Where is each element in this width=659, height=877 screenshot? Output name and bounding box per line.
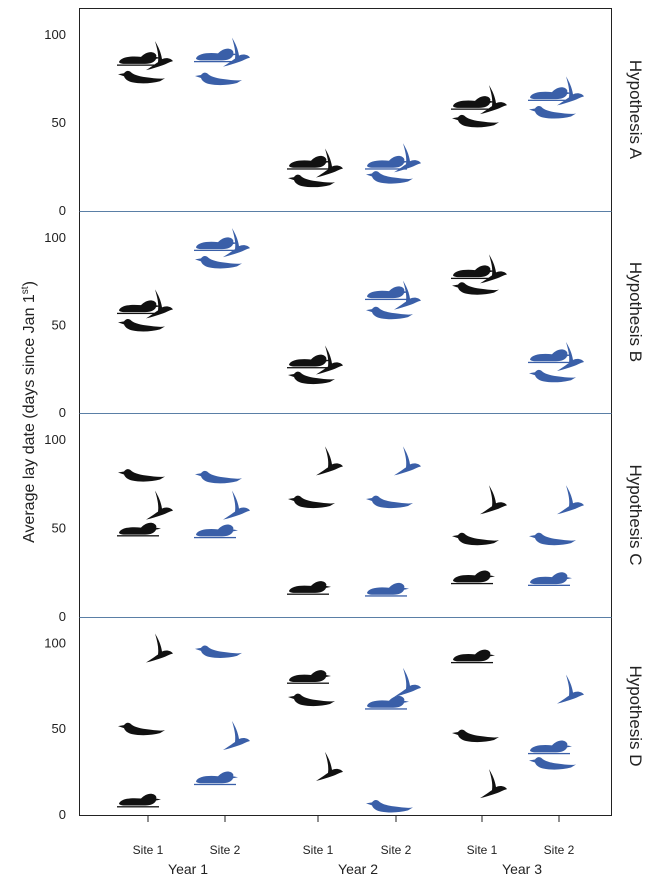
y-tick-label: 0 bbox=[59, 807, 66, 822]
duck-marker bbox=[117, 52, 161, 66]
duck-marker bbox=[194, 48, 238, 63]
puffin-marker bbox=[529, 106, 576, 119]
duck-marker bbox=[287, 581, 331, 595]
duck-marker bbox=[194, 771, 238, 786]
x-site-labels: Site 1 Site 2 Site 1 Site 2 Site 1 Site … bbox=[133, 843, 575, 857]
duck-marker bbox=[117, 793, 161, 808]
duck-marker bbox=[528, 87, 572, 101]
duck-marker bbox=[117, 522, 161, 537]
tern-marker bbox=[480, 485, 507, 515]
x-label-site-1: Site 1 bbox=[303, 843, 334, 857]
puffin-marker bbox=[288, 371, 335, 385]
tern-marker bbox=[146, 633, 173, 663]
tern-marker bbox=[394, 667, 421, 697]
puffin-marker bbox=[118, 722, 165, 736]
y-tick-label: 0 bbox=[59, 609, 66, 624]
duck-marker bbox=[287, 354, 331, 369]
puffin-marker bbox=[366, 495, 413, 509]
x-year-labels: Year 1 Year 2 Year 3 bbox=[168, 861, 542, 877]
duck-marker bbox=[117, 300, 161, 315]
panel-frame bbox=[79, 8, 612, 816]
puffin-marker bbox=[118, 469, 165, 482]
duck-marker bbox=[451, 96, 495, 110]
duck-marker bbox=[287, 155, 331, 170]
tern-marker bbox=[146, 490, 173, 520]
duck-marker bbox=[451, 265, 495, 280]
puffin-marker bbox=[366, 800, 413, 813]
puffin-marker bbox=[195, 255, 242, 269]
tern-marker bbox=[316, 751, 343, 781]
duck-marker bbox=[287, 670, 331, 684]
puffin-marker bbox=[529, 369, 576, 383]
puffin-marker bbox=[366, 306, 413, 320]
puffin-marker bbox=[452, 532, 499, 546]
y-axis-label: Average lay date (days since Jan 1st) bbox=[20, 281, 38, 543]
y-tick-label: 50 bbox=[52, 115, 66, 130]
y-tick-label: 50 bbox=[52, 721, 66, 736]
y-tick-label: 100 bbox=[44, 27, 66, 42]
x-label-site-1: Site 1 bbox=[133, 843, 164, 857]
x-label-site-2: Site 2 bbox=[544, 843, 575, 857]
x-label-year-2: Year 2 bbox=[338, 861, 378, 877]
duck-marker bbox=[194, 524, 238, 539]
puffin-marker bbox=[366, 171, 413, 184]
tern-marker bbox=[394, 446, 421, 476]
x-label-year-3: Year 3 bbox=[502, 861, 542, 877]
puffin-marker bbox=[118, 319, 165, 332]
puffin-marker bbox=[452, 114, 499, 128]
puffin-marker bbox=[529, 532, 576, 546]
x-label-site-1: Site 1 bbox=[467, 843, 498, 857]
tern-marker bbox=[223, 490, 250, 520]
y-tick-label: 100 bbox=[44, 635, 66, 650]
puffin-marker bbox=[118, 70, 165, 84]
y-tick-label: 100 bbox=[44, 432, 66, 447]
puffin-marker bbox=[452, 729, 499, 743]
puffin-marker bbox=[529, 757, 576, 770]
duck-marker bbox=[365, 582, 409, 597]
panel-label: Hypothesis B bbox=[626, 262, 645, 362]
puffin-marker bbox=[288, 174, 335, 188]
puffin-marker bbox=[452, 282, 499, 295]
panel-label: Hypothesis C bbox=[626, 464, 645, 565]
duck-marker bbox=[451, 570, 495, 585]
duck-marker bbox=[528, 572, 572, 586]
y-tick-label: 100 bbox=[44, 230, 66, 245]
y-tick-labels: 100 50 0 100 50 0 100 50 0 100 50 0 bbox=[44, 27, 66, 822]
x-label-year-1: Year 1 bbox=[168, 861, 208, 877]
tern-marker bbox=[316, 446, 343, 476]
puffin-marker bbox=[195, 645, 242, 659]
tern-marker bbox=[480, 769, 507, 799]
duck-marker bbox=[451, 649, 495, 664]
x-label-site-2: Site 2 bbox=[381, 843, 412, 857]
panel-dividers bbox=[79, 211, 612, 618]
x-tick-marks bbox=[147, 816, 560, 822]
puffin-marker bbox=[195, 72, 242, 86]
tern-marker bbox=[223, 721, 250, 751]
panel-labels: Hypothesis A Hypothesis B Hypothesis C Hypo… bbox=[626, 60, 645, 767]
y-tick-label: 0 bbox=[59, 405, 66, 420]
duck-marker bbox=[528, 740, 572, 755]
tern-marker bbox=[557, 485, 584, 515]
y-tick-label: 50 bbox=[52, 521, 66, 536]
puffin-marker bbox=[195, 470, 242, 484]
duck-marker bbox=[365, 286, 409, 301]
duck-marker bbox=[194, 237, 238, 252]
x-label-site-2: Site 2 bbox=[210, 843, 241, 857]
y-tick-label: 0 bbox=[59, 203, 66, 218]
puffin-marker bbox=[288, 693, 335, 707]
tern-marker bbox=[557, 674, 584, 704]
bird-markers bbox=[117, 37, 584, 813]
y-tick-label: 50 bbox=[52, 317, 66, 332]
duck-marker bbox=[528, 349, 572, 364]
panel-label: Hypothesis A bbox=[626, 60, 645, 160]
duck-marker bbox=[365, 695, 409, 710]
panel-label: Hypothesis D bbox=[626, 665, 645, 766]
puffin-marker bbox=[288, 495, 335, 509]
